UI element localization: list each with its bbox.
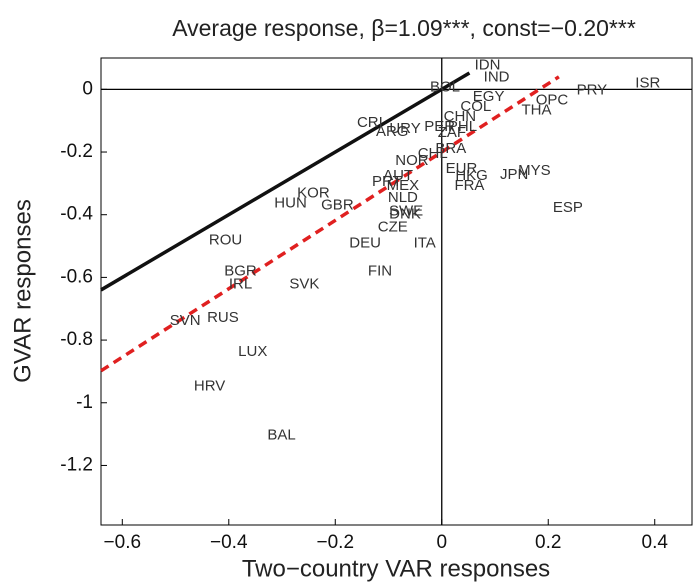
x-axis-title: Two−country VAR responses [242, 555, 550, 582]
point-label: GBR [321, 197, 354, 214]
point-label: MYS [518, 162, 551, 179]
x-tick-label: 0 [436, 532, 447, 553]
point-label: PHL [448, 118, 477, 135]
y-tick-label: -0.4 [60, 204, 93, 225]
point-label: CHL [418, 145, 448, 162]
fit-line [100, 71, 471, 292]
point-label: ROU [209, 232, 242, 249]
point-label: RUS [207, 309, 239, 326]
point-label: MEX [387, 177, 420, 194]
x-tick-label: −0.2 [317, 532, 355, 553]
point-label: PRT [372, 173, 402, 190]
point-label: IND [484, 68, 510, 85]
point-label: FIN [368, 262, 392, 279]
point-label: ARG [376, 123, 409, 140]
point-label: NLD [388, 189, 418, 206]
point-label: BGR [224, 262, 257, 279]
point-label: OPC [536, 91, 569, 108]
y-axis-title: GVAR responses [9, 199, 36, 383]
point-label: THA [522, 101, 552, 118]
y-tick-label: -0.8 [60, 329, 93, 350]
point-label: LUX [238, 343, 267, 360]
x-tick-label: −0.6 [104, 532, 142, 553]
point-label: ESP [553, 199, 583, 216]
point-label: HRV [194, 378, 225, 395]
y-tick-label: -1.2 [60, 454, 93, 475]
point-label: CRI [357, 114, 383, 131]
point-label: SWE [389, 203, 423, 220]
point-label: BOL [430, 78, 460, 95]
point-label: DEU [349, 235, 381, 252]
point-label: ITA [414, 235, 436, 252]
point-label: SVK [289, 275, 319, 292]
point-label: FRA [454, 177, 484, 194]
point-label: HUN [274, 195, 307, 212]
point-label: KOR [297, 185, 330, 202]
point-label: PER [424, 118, 455, 135]
point-label: JPN [500, 166, 528, 183]
point-label: HKG [455, 167, 488, 184]
y-tick-label: -1 [76, 392, 93, 413]
x-tick-label: 0.2 [535, 532, 561, 553]
point-label: COL [460, 98, 491, 115]
plot-frame [100, 57, 693, 526]
point-label: AUT [383, 167, 413, 184]
point-label: CHN [444, 108, 477, 125]
y-tick-label: -0.6 [60, 266, 93, 287]
point-label: ZAF [438, 124, 466, 141]
point-label: IDN [475, 56, 501, 73]
y-tick-label: -0.2 [60, 141, 93, 162]
point-label: EUR [446, 160, 478, 177]
point-label: ISR [635, 74, 660, 91]
point-label: DNK [389, 206, 421, 223]
x-tick-label: 0.4 [642, 532, 669, 553]
point-label: SVN [170, 312, 201, 329]
fit-line [100, 75, 560, 373]
x-tick-label: −0.4 [210, 532, 248, 553]
y-tick-label: 0 [82, 78, 93, 99]
point-label: BRA [435, 140, 466, 157]
point-label: NOR [395, 152, 429, 169]
point-label: EGY [473, 88, 505, 105]
point-label: URY [389, 120, 420, 137]
point-label: IRL [229, 275, 252, 292]
point-label: BAL [267, 427, 295, 444]
point-label: PRY [577, 81, 608, 98]
chart-title: Average response, β=1.09***, const=−0.20… [172, 15, 636, 41]
point-label: CZE [378, 219, 408, 236]
